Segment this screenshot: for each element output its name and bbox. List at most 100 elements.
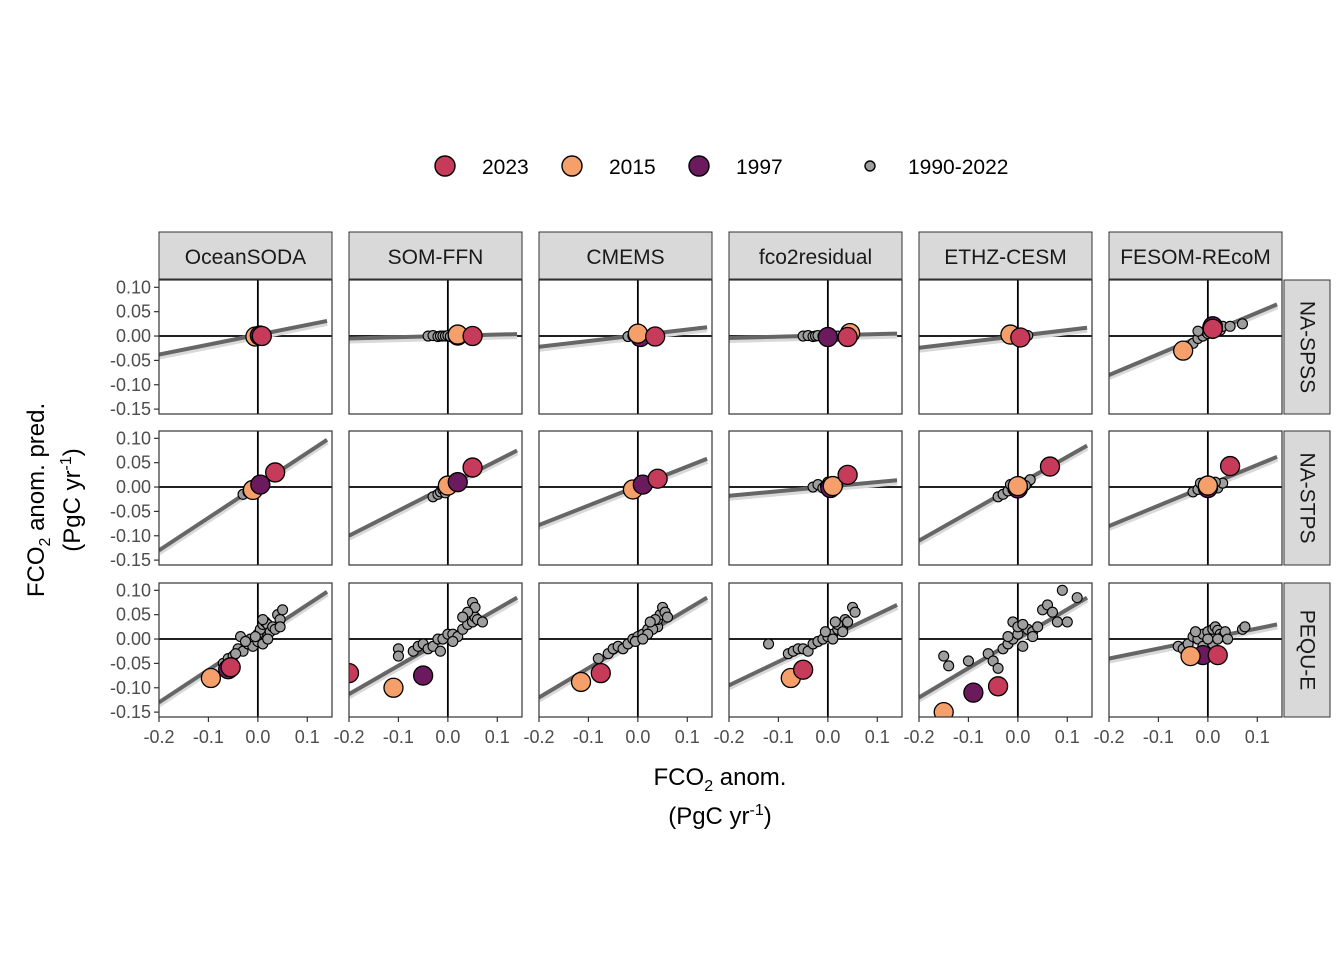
point-2023 xyxy=(792,659,814,680)
panel-border xyxy=(348,430,523,566)
point-1990-2022 xyxy=(434,645,446,657)
x-axis-title-line1: FCO2 anom. xyxy=(654,764,787,795)
point-1990-2022 xyxy=(661,611,674,623)
point-1990-2022 xyxy=(1202,633,1214,645)
x-tick-label: -0.2 xyxy=(523,727,554,747)
row-strip-box xyxy=(1283,582,1331,718)
point-1990-2022 xyxy=(1224,320,1236,332)
y-tick-label: -0.05 xyxy=(110,501,151,521)
point-2023 xyxy=(462,325,483,347)
point-2023 xyxy=(645,326,666,347)
panel-border xyxy=(158,279,333,415)
y-tick-label: -0.15 xyxy=(110,399,151,419)
panel-plot-area xyxy=(349,280,522,414)
legend-label-2015: 2015 xyxy=(609,156,656,179)
x-tick-label: 0.1 xyxy=(1055,727,1080,747)
facet-grid: OceanSODA SOM-FFN CMEMS fco2residual ETHZ-CE… xyxy=(110,231,1331,747)
point-1997 xyxy=(412,665,434,686)
point-1990-2022 xyxy=(849,606,861,618)
panel-plot-area xyxy=(1109,431,1282,565)
point-1990-2022 xyxy=(1017,618,1029,630)
panel-background xyxy=(1109,431,1282,565)
panel-plot-area xyxy=(1109,583,1282,717)
panel-fco2residual-pequ-e: -0.2 -0.1 0.0 0.1 xyxy=(713,582,903,747)
panel-ethz-cesm-na-stps xyxy=(918,430,1093,566)
panel-plot-area xyxy=(539,583,712,717)
panel-plot-area xyxy=(349,431,522,565)
point-1990-2022 xyxy=(1017,640,1029,652)
point-2023 xyxy=(1202,318,1223,339)
point-1990-2022 xyxy=(842,616,854,628)
row-strip-box xyxy=(1283,279,1331,415)
point-1990-2022 xyxy=(1212,633,1224,645)
y-tick-label: -0.15 xyxy=(110,702,151,722)
point-2015 xyxy=(200,667,222,689)
point-1990-2022 xyxy=(239,635,252,648)
x-tick-label: 0.1 xyxy=(1245,727,1270,747)
point-2023 xyxy=(1010,327,1031,348)
panel-border xyxy=(158,582,333,718)
x-tick-label: 0.0 xyxy=(1195,727,1220,747)
panel-plot-area xyxy=(159,583,332,717)
point-2015 xyxy=(570,671,592,693)
y-tick-label: 0.05 xyxy=(116,302,151,322)
point-1990-2022 xyxy=(457,611,469,623)
point-2015 xyxy=(933,701,954,717)
panel-ethz-cesm-pequ-e: -0.2 -0.1 0.0 0.1 xyxy=(903,582,1093,747)
y-tick-label: -0.05 xyxy=(110,653,151,673)
panel-cmems-pequ-e: -0.2 -0.1 0.0 0.1 xyxy=(523,582,713,747)
point-1990-2022 xyxy=(829,616,841,628)
point-2015 xyxy=(627,323,649,344)
panel-som-ffn-na-spss xyxy=(348,279,523,415)
point-1997 xyxy=(963,682,984,703)
point-1990-2022 xyxy=(943,660,955,672)
x-tick-label: -0.1 xyxy=(383,727,414,747)
panel-plot-area xyxy=(919,583,1092,717)
strip-fesom-recom: FESOM-REcoM xyxy=(1108,231,1283,280)
point-2023 xyxy=(349,662,360,684)
point-2023 xyxy=(1207,644,1228,666)
row-strip-label: PEQU-E xyxy=(1296,610,1319,691)
panel-background xyxy=(729,280,902,414)
point-1990-2022 xyxy=(1027,631,1039,643)
strip-label: ETHZ-CESM xyxy=(944,246,1067,269)
row-strip-pequ-e: PEQU-E xyxy=(1283,582,1331,718)
point-1990-2022 xyxy=(819,626,831,638)
panel-cmems-na-spss xyxy=(538,279,713,415)
panel-ethz-cesm-na-spss xyxy=(918,279,1093,415)
y-tick-label: -0.10 xyxy=(110,375,151,395)
point-2023 xyxy=(590,662,611,684)
strip-som-ffn: SOM-FFN xyxy=(348,231,523,280)
point-1990-2022 xyxy=(938,650,950,662)
point-1990-2022 xyxy=(1222,633,1234,645)
point-2015 xyxy=(822,475,843,497)
fit-line xyxy=(539,456,708,527)
panel-border xyxy=(158,430,333,566)
y-tick-label: 0.10 xyxy=(116,580,151,600)
point-2023 xyxy=(987,676,1009,697)
y-tick-label: -0.15 xyxy=(110,550,151,570)
point-2023 xyxy=(1039,456,1061,477)
y-tick-label: -0.10 xyxy=(110,678,151,698)
x-tick-label: -0.2 xyxy=(143,727,174,747)
strip-oceansoda: OceanSODA xyxy=(158,231,333,280)
axis-titles: FCO2 anom. (PgC yr-1) FCO2 anom. pred. (… xyxy=(23,403,786,830)
strip-box xyxy=(158,231,333,280)
panel-plot-area xyxy=(539,431,712,565)
point-1990-2022 xyxy=(1189,626,1202,638)
y-tick-label: 0.00 xyxy=(116,326,151,346)
point-1990-2022 xyxy=(592,652,604,665)
panel-border xyxy=(918,582,1093,718)
row-strip-label: NA-SPSS xyxy=(1296,301,1319,393)
legend-key-1990-2022 xyxy=(864,160,876,172)
y-axis-title-line2: (PgC yr-1) xyxy=(58,448,86,552)
panel-border xyxy=(1108,582,1283,718)
panel-border xyxy=(918,279,1093,415)
point-1990-2022 xyxy=(274,621,286,633)
panel-plot-area xyxy=(159,280,332,414)
point-1990-2022 xyxy=(1071,592,1083,604)
point-1990-2022 xyxy=(1032,621,1044,633)
x-tick-label: -0.1 xyxy=(763,727,794,747)
point-2015 xyxy=(383,677,404,698)
strip-cmems: CMEMS xyxy=(538,231,713,280)
